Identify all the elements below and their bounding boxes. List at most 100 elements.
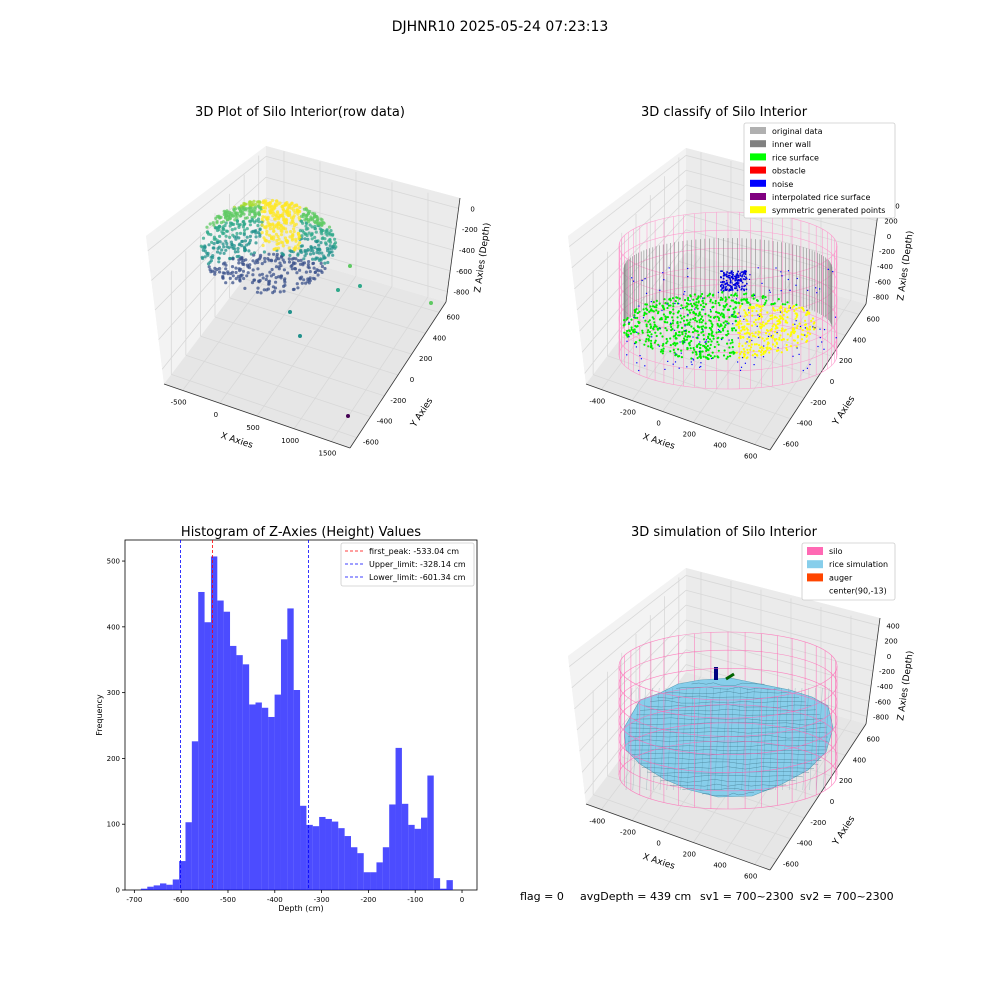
rice-surface-point [686, 347, 689, 350]
symmetric-point [773, 338, 776, 341]
panel-classify-points [622, 238, 837, 372]
rice-surface-point [678, 334, 681, 337]
rice-surface-point [699, 317, 703, 320]
symmetric-point [754, 331, 757, 334]
rice-surface-point [630, 318, 633, 321]
raw-point [324, 229, 328, 233]
symmetric-point [750, 307, 754, 310]
rice-surface-point [707, 340, 710, 343]
raw-point [307, 281, 311, 285]
surface-mesh-line [721, 687, 728, 791]
noise-point [743, 285, 745, 288]
rice-surface-point [718, 312, 721, 315]
raw-point [314, 230, 318, 234]
symmetric-point [785, 311, 789, 314]
noise-point [743, 272, 745, 274]
symmetric-point [779, 317, 782, 320]
noise-point [729, 282, 732, 284]
rice-surface-point [705, 349, 708, 352]
rice-surface-point [636, 312, 640, 315]
noise-point [705, 341, 707, 343]
raw-point [206, 262, 211, 266]
raw-point [227, 246, 231, 250]
symmetric-point [773, 316, 776, 319]
rice-surface-point [717, 324, 720, 327]
noise-point [729, 274, 731, 277]
raw-point [250, 217, 254, 221]
symmetric-point [745, 357, 748, 360]
symmetric-point [796, 324, 799, 327]
rice-surface-point [698, 321, 701, 324]
raw-point [313, 235, 317, 239]
noise-point [691, 363, 693, 366]
raw-point [260, 220, 264, 224]
rice-surface-point [680, 349, 683, 352]
rice-surface-point [660, 348, 663, 351]
noise-point [819, 337, 821, 339]
raw-point [269, 205, 273, 209]
raw-point [220, 230, 224, 234]
rice-surface-point [645, 325, 648, 328]
rice-surface-point [634, 311, 637, 314]
rice-surface-point [681, 333, 684, 336]
raw-point [319, 241, 323, 245]
rice-surface-point [711, 294, 715, 297]
y-tick-label: -400 [797, 420, 813, 428]
legend-label: inner wall [772, 140, 811, 149]
raw-point [275, 254, 279, 258]
raw-point [256, 286, 260, 290]
rice-surface-point [680, 326, 684, 329]
rice-surface-point [627, 322, 631, 326]
rice-surface-point [677, 355, 680, 358]
raw-point [250, 230, 254, 234]
raw-point [217, 260, 221, 264]
raw-point [242, 233, 246, 237]
noise-point [740, 288, 743, 291]
raw-point [276, 217, 281, 221]
rice-surface-point [665, 329, 669, 332]
symmetric-point [791, 329, 795, 332]
rice-surface-point [691, 331, 695, 334]
histogram-bar [376, 862, 383, 890]
histogram-bar [179, 861, 186, 890]
symmetric-point [777, 318, 781, 321]
symmetric-point [785, 343, 788, 347]
symmetric-point [747, 332, 751, 335]
symmetric-point [754, 318, 757, 321]
noise-point [737, 282, 740, 284]
symmetric-point [775, 338, 778, 341]
noise-point [806, 309, 808, 311]
raw-point [273, 217, 277, 221]
rice-surface-point [698, 319, 701, 322]
rice-surface-point [693, 302, 696, 305]
raw-point [277, 275, 281, 279]
symmetric-point [805, 313, 808, 317]
raw-point [260, 223, 264, 227]
raw-point [271, 214, 275, 218]
raw-outlier-point [288, 310, 292, 314]
noise-point [743, 289, 745, 292]
histogram-bar [344, 836, 351, 890]
rice-surface-point [671, 297, 675, 300]
rice-surface-point [661, 304, 664, 307]
raw-point [283, 277, 287, 281]
rice-surface-point [655, 334, 658, 338]
histogram-bar [370, 872, 377, 890]
rice-surface-point [721, 298, 724, 301]
noise-point [722, 277, 725, 280]
rice-surface-point [747, 301, 750, 304]
raw-point [268, 224, 272, 228]
rice-surface-point [721, 336, 724, 339]
raw-point [265, 274, 269, 278]
noise-point [725, 282, 727, 285]
rice-surface-point [676, 326, 679, 329]
surface-mesh-line [802, 687, 809, 791]
noise-point [729, 272, 732, 274]
y-tick-label: 0 [116, 887, 120, 895]
raw-point [250, 209, 254, 213]
x-tick-label: -200 [620, 829, 636, 837]
symmetric-point [746, 337, 749, 340]
raw-point [316, 222, 321, 226]
noise-point [732, 273, 734, 276]
raw-point [263, 256, 267, 261]
